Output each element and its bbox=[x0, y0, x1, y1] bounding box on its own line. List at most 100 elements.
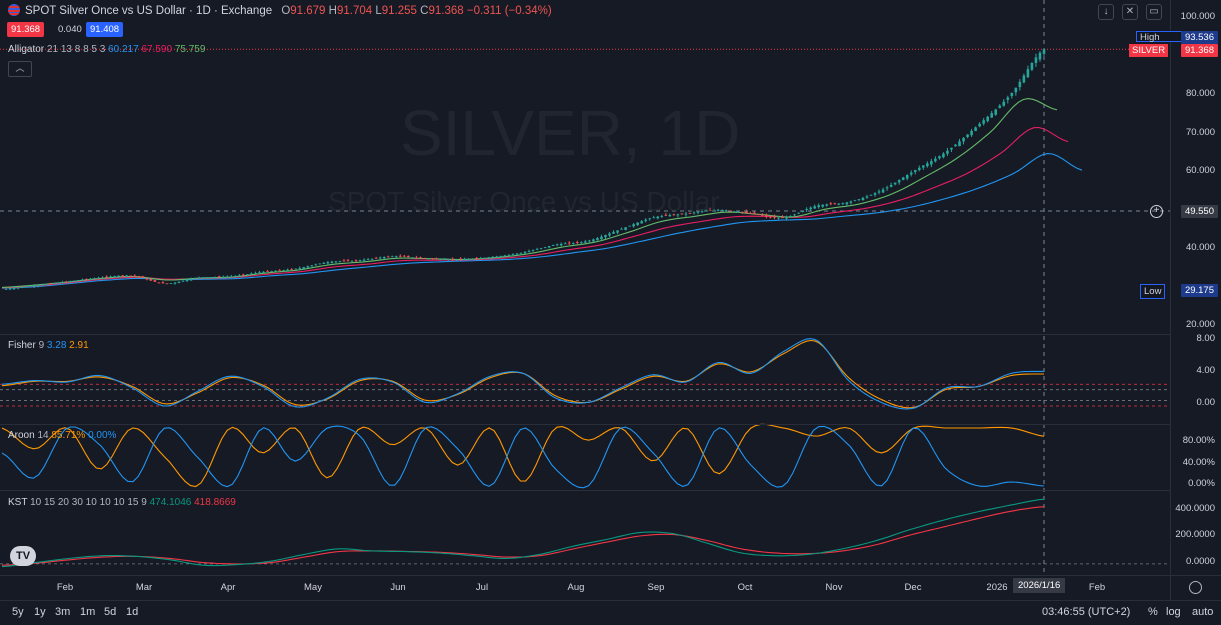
candle-body bbox=[567, 242, 571, 244]
candle-body bbox=[314, 264, 318, 266]
candle-body bbox=[789, 215, 792, 217]
candle-body bbox=[913, 170, 917, 172]
candle-body bbox=[736, 211, 740, 213]
collapse-legend-button[interactable]: ︿ bbox=[8, 61, 32, 77]
candle-body bbox=[382, 257, 386, 259]
candle-body bbox=[61, 282, 64, 284]
fisher-tick: 0.00 bbox=[1196, 397, 1216, 408]
candle-body bbox=[571, 242, 575, 244]
candle-body bbox=[479, 258, 483, 259]
spread-value: 0.040 bbox=[58, 24, 82, 35]
candle-body bbox=[455, 259, 458, 261]
range-1m-button[interactable]: 1m bbox=[80, 606, 96, 618]
candle-body bbox=[688, 213, 692, 214]
candle-body bbox=[177, 281, 181, 284]
candle-body bbox=[471, 258, 475, 260]
candle-body bbox=[889, 185, 893, 187]
candle-body bbox=[974, 127, 977, 131]
candle-body bbox=[350, 260, 354, 262]
candle-body bbox=[286, 269, 289, 271]
candle-body bbox=[89, 278, 92, 280]
candle-body bbox=[40, 284, 44, 286]
candle-body bbox=[612, 231, 615, 234]
time-axis-settings-icon[interactable] bbox=[1189, 581, 1202, 594]
pane-divider-kst[interactable] bbox=[0, 490, 1170, 491]
time-axis-border bbox=[0, 575, 1221, 576]
symbol-tag: SILVER bbox=[1129, 44, 1169, 57]
candle-body bbox=[732, 211, 736, 212]
candle-body bbox=[680, 213, 684, 215]
candle-body bbox=[185, 279, 189, 282]
range-3m-button[interactable]: 3m bbox=[55, 606, 71, 618]
candle-body bbox=[459, 258, 462, 260]
tradingview-logo: TV bbox=[10, 546, 36, 566]
sell-button[interactable]: 91.368 bbox=[7, 22, 45, 37]
maximize-pane-button[interactable]: ▭ bbox=[1146, 4, 1162, 20]
candle-body bbox=[539, 248, 543, 249]
candle-body bbox=[938, 156, 941, 159]
high-label: High bbox=[1140, 32, 1160, 43]
collapse-pane-button[interactable]: ✕ bbox=[1122, 4, 1138, 20]
kst-legend[interactable]: KST 10 15 20 30 10 10 10 15 9 474.1046 4… bbox=[8, 497, 236, 508]
range-5y-button[interactable]: 5y bbox=[12, 606, 24, 618]
candle-body bbox=[77, 280, 80, 281]
candle-body bbox=[197, 277, 201, 279]
candle-body bbox=[306, 266, 310, 268]
buy-button[interactable]: 91.408 bbox=[86, 22, 124, 37]
candle-body bbox=[563, 243, 567, 245]
candle-body bbox=[596, 238, 599, 241]
aroon-tick: 80.00% bbox=[1182, 435, 1215, 446]
candle-body bbox=[225, 276, 229, 278]
candle-body bbox=[724, 210, 728, 211]
candle-body bbox=[817, 205, 821, 208]
candle-body bbox=[447, 259, 450, 261]
candle-body bbox=[624, 227, 627, 230]
candle-body bbox=[362, 259, 366, 261]
candle-body bbox=[354, 260, 358, 262]
log-scale-toggle[interactable]: log bbox=[1166, 606, 1181, 618]
time-tick: Feb bbox=[1088, 582, 1106, 593]
candle-body bbox=[720, 209, 724, 211]
clock[interactable]: 03:46:55 (UTC+2) bbox=[1042, 606, 1131, 618]
fisher-legend[interactable]: Fisher 9 3.28 2.91 bbox=[8, 340, 89, 351]
candle-body bbox=[81, 279, 84, 281]
move-pane-down-button[interactable]: ↓ bbox=[1098, 4, 1114, 20]
aroon-legend[interactable]: Aroon 14 85.71% 0.00% bbox=[8, 430, 117, 441]
candle-body bbox=[101, 277, 104, 279]
percent-scale-toggle[interactable]: % bbox=[1148, 606, 1158, 618]
candle-body bbox=[109, 276, 112, 278]
candle-body bbox=[600, 236, 603, 240]
candle-body bbox=[853, 200, 857, 202]
candle-body bbox=[133, 275, 137, 277]
candle-body bbox=[24, 286, 28, 288]
candle-body bbox=[531, 250, 535, 252]
candle-body bbox=[901, 177, 905, 180]
candle-body bbox=[740, 211, 744, 213]
candle-body bbox=[893, 182, 897, 185]
range-1d-button[interactable]: 1d bbox=[126, 606, 139, 618]
pane-divider-fisher[interactable] bbox=[0, 334, 1170, 335]
candle-body bbox=[672, 214, 676, 216]
range-5d-button[interactable]: 5d bbox=[104, 606, 117, 618]
candle-body bbox=[141, 276, 145, 279]
range-1y-button[interactable]: 1y bbox=[34, 606, 46, 618]
low-label: Low bbox=[1140, 284, 1166, 299]
candle-body bbox=[217, 276, 221, 278]
auto-scale-toggle[interactable]: auto bbox=[1192, 606, 1214, 618]
symbol-header[interactable]: SPOT Silver Once vs US Dollar · 1D · Exc… bbox=[8, 4, 552, 17]
candle-body bbox=[221, 276, 225, 278]
fisher-tick: 8.00 bbox=[1196, 333, 1216, 344]
pane-divider-aroon[interactable] bbox=[0, 424, 1170, 425]
candle-body bbox=[809, 207, 812, 210]
candle-body bbox=[881, 189, 885, 193]
price-scale[interactable]: 100.000 80.000 70.000 60.000 40.000 20.0… bbox=[1170, 0, 1221, 600]
candle-body bbox=[813, 206, 816, 209]
candle-body bbox=[230, 276, 233, 278]
candle-body bbox=[644, 219, 648, 221]
add-alert-icon[interactable]: + bbox=[1150, 205, 1163, 218]
candle-body bbox=[998, 105, 1002, 108]
candle-body bbox=[712, 209, 716, 211]
alligator-legend[interactable]: Alligator 21 13 8 8 5 3 60.217 67.590 75… bbox=[8, 44, 206, 55]
kst-line bbox=[1, 498, 1045, 568]
